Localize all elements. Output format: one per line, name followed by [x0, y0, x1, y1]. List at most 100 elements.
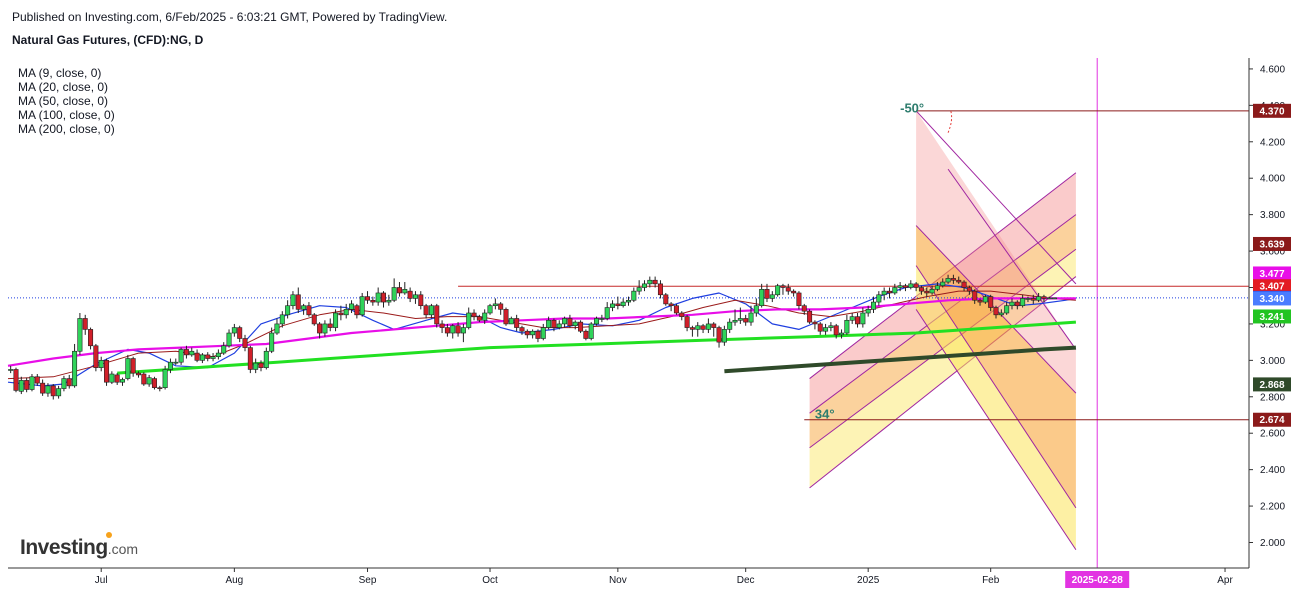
candle-body	[428, 305, 434, 316]
candle-body	[625, 299, 631, 303]
candle-body	[333, 312, 339, 328]
candle-body	[109, 373, 115, 383]
y-tick-label: 4.000	[1260, 174, 1285, 185]
candle-body	[753, 305, 759, 314]
candle-body	[77, 318, 83, 352]
candle-body	[215, 352, 221, 358]
candles	[8, 274, 1058, 400]
candle-body	[972, 290, 978, 301]
price-tag-bg	[1253, 309, 1291, 324]
candle-body	[13, 369, 19, 391]
candle-body	[114, 374, 120, 383]
candle-body	[1004, 305, 1010, 314]
candle-body	[732, 319, 738, 323]
candle-body	[130, 358, 136, 374]
candle-body	[583, 330, 589, 339]
price-tag-0: 4.370	[1253, 103, 1291, 118]
legend-ma50: MA (50, close, 0)	[18, 94, 109, 108]
price-tag-label: 3.477	[1259, 269, 1284, 280]
price-tag-label: 3.241	[1259, 312, 1284, 323]
candle-body	[839, 332, 845, 336]
price-tag-5: 3.340	[1253, 291, 1291, 306]
price-tag-2: 3.477	[1253, 266, 1291, 281]
legend-ma100: MA (100, close, 0)	[18, 108, 115, 122]
ma-legend: MA (9, close, 0) MA (20, close, 0) MA (5…	[18, 66, 115, 136]
candle-body	[365, 296, 371, 301]
candle-body	[695, 325, 701, 330]
x-tick-label: Dec	[737, 575, 755, 586]
candle-body	[34, 376, 40, 384]
candle-body	[514, 318, 520, 328]
candle-body	[205, 354, 211, 359]
candle-body	[982, 296, 988, 303]
candle-body	[913, 283, 919, 288]
candle-body	[519, 327, 525, 332]
candle-body	[45, 385, 51, 394]
candle-body	[375, 292, 381, 303]
candle-body	[599, 318, 605, 320]
candle-body	[1014, 301, 1020, 307]
candle-body	[285, 305, 291, 316]
channel-down-line-4	[915, 110, 1077, 285]
x-tick-label: Nov	[609, 575, 627, 586]
candle-body	[966, 287, 972, 292]
candle-body	[780, 285, 786, 288]
candle-body	[56, 388, 62, 397]
annotations: -50° 34°	[815, 101, 953, 422]
channel-up-line-0	[809, 276, 1077, 489]
candle-body	[253, 362, 259, 370]
price-tag-label: 3.340	[1259, 294, 1284, 305]
price-tag-label: 2.674	[1259, 415, 1284, 426]
candle-body	[327, 323, 333, 328]
candle-body	[498, 303, 504, 310]
candle-body	[487, 305, 493, 314]
candle-body	[1009, 301, 1015, 307]
y-tick-label: 2.400	[1260, 465, 1285, 476]
y-tick-label: 3.600	[1260, 247, 1285, 258]
candle-body	[897, 285, 903, 288]
candle-body	[764, 289, 770, 299]
candle-body	[258, 362, 264, 368]
candle-body	[82, 318, 88, 330]
investing-logo: Investing.com	[20, 532, 139, 560]
candle-body	[743, 318, 749, 323]
candle-body	[684, 316, 690, 328]
candle-body	[934, 285, 940, 290]
candle-body	[540, 327, 546, 339]
candle-body	[343, 309, 349, 316]
candle-body	[434, 305, 440, 325]
candle-body	[386, 299, 392, 303]
ma-line-2	[7, 297, 1076, 367]
candle-body	[412, 294, 418, 299]
candle-body	[194, 352, 200, 361]
candle-body	[50, 385, 56, 397]
candle-body	[961, 281, 967, 288]
candle-body	[466, 312, 472, 328]
y-tick-label: 2.800	[1260, 392, 1285, 403]
candle-body	[673, 305, 679, 314]
symbol-title: Natural Gas Futures, (CFD):NG, D	[12, 33, 204, 47]
candle-body	[647, 279, 653, 285]
x-tick-label: Feb	[982, 575, 1000, 586]
candle-body	[231, 327, 237, 334]
candle-body	[269, 332, 275, 352]
logo-suffix: .com	[107, 541, 139, 557]
published-caption: Published on Investing.com, 6/Feb/2025 -…	[12, 10, 448, 24]
price-tag-label: 3.639	[1259, 239, 1284, 250]
candle-body	[791, 290, 797, 294]
candle-body	[295, 294, 301, 310]
candle-body	[588, 323, 594, 339]
x-tick-label: Apr	[1217, 575, 1233, 586]
price-tag-bg	[1253, 291, 1291, 306]
price-tag-3: 3.407	[1253, 279, 1291, 294]
ma-line-4	[724, 345, 1077, 374]
candle-body	[881, 290, 887, 296]
candle-body	[1046, 297, 1052, 300]
channel-down-band-1	[916, 225, 1076, 508]
y-tick-label: 4.600	[1260, 64, 1285, 75]
candle-body	[652, 279, 658, 285]
candle-body	[886, 290, 892, 294]
candle-body	[578, 321, 584, 332]
candle-body	[444, 327, 450, 334]
